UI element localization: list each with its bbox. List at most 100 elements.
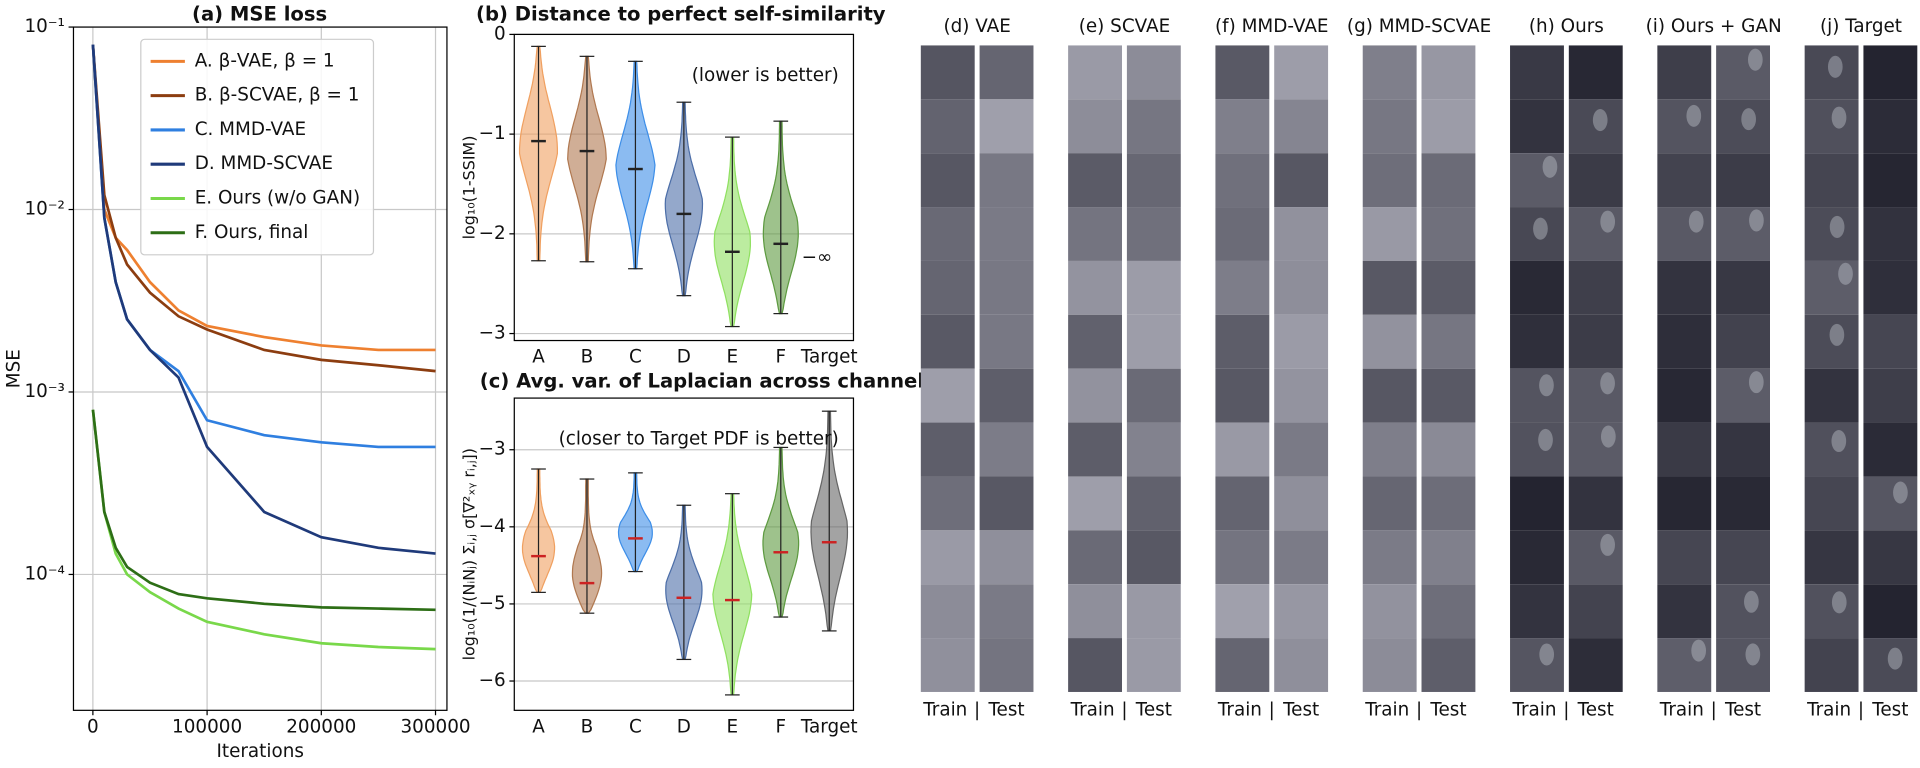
image-tile bbox=[1716, 530, 1770, 585]
image-tile bbox=[1362, 422, 1417, 477]
chart-title: (a) MSE loss bbox=[192, 2, 327, 25]
panel-footer: Train bbox=[1511, 699, 1556, 720]
image-tile bbox=[1362, 314, 1417, 369]
image-tile bbox=[1215, 422, 1270, 477]
panel-footer: Test bbox=[1871, 699, 1908, 720]
image-tile bbox=[1804, 584, 1859, 639]
image-texture bbox=[1741, 108, 1756, 131]
image-tile bbox=[1215, 530, 1270, 585]
image-texture bbox=[1539, 643, 1555, 666]
image-tile bbox=[920, 207, 975, 261]
image-tile bbox=[1863, 314, 1918, 369]
image-tile bbox=[1804, 368, 1859, 423]
image-tile bbox=[1716, 476, 1770, 531]
image-tile bbox=[1215, 207, 1270, 261]
image-tile bbox=[920, 476, 975, 531]
image-tile bbox=[1863, 99, 1918, 154]
image-tile bbox=[1716, 153, 1770, 208]
y-tick-label: 0 bbox=[494, 23, 506, 44]
image-tile bbox=[1657, 45, 1712, 100]
image-texture bbox=[1747, 48, 1763, 71]
x-tick-label: C bbox=[629, 716, 642, 737]
image-tile bbox=[1126, 638, 1181, 692]
image-tile bbox=[920, 314, 975, 369]
image-texture bbox=[1827, 55, 1843, 78]
image-tile bbox=[1657, 476, 1712, 531]
image-tile bbox=[1274, 45, 1329, 100]
image-tile bbox=[979, 584, 1034, 639]
image-tile bbox=[1657, 207, 1712, 261]
x-tick-label: C bbox=[629, 347, 642, 368]
image-tile bbox=[1510, 99, 1564, 154]
image-tile bbox=[1126, 314, 1181, 369]
annotation: (lower is better) bbox=[692, 65, 839, 86]
panel-footer: | bbox=[1563, 699, 1569, 720]
image-tile bbox=[1421, 45, 1476, 100]
image-tile bbox=[920, 45, 975, 100]
image-tile bbox=[920, 422, 975, 477]
image-tile bbox=[1657, 584, 1712, 639]
image-tile bbox=[1274, 207, 1329, 261]
image-tile bbox=[1126, 207, 1181, 261]
panel-footer: Train bbox=[1659, 699, 1704, 720]
image-tile bbox=[1510, 45, 1564, 100]
image-tile bbox=[1568, 45, 1623, 100]
image-tile bbox=[1568, 422, 1623, 477]
image-tile bbox=[1510, 260, 1564, 315]
image-tile bbox=[1716, 368, 1770, 423]
image-texture bbox=[1600, 425, 1616, 448]
image-texture bbox=[1829, 215, 1845, 238]
image-tile bbox=[1863, 422, 1918, 477]
y-tick-label: −6 bbox=[479, 670, 506, 691]
image-texture bbox=[1831, 106, 1847, 129]
image-texture bbox=[1745, 643, 1761, 666]
image-tile bbox=[1215, 476, 1270, 531]
legend-label: F. Ours, final bbox=[195, 222, 309, 243]
image-tile bbox=[1716, 45, 1770, 100]
image-texture bbox=[1749, 209, 1764, 232]
y-tick-label: 10⁻³ bbox=[24, 381, 64, 402]
image-tile bbox=[979, 638, 1034, 692]
x-tick-label: F bbox=[776, 716, 787, 737]
image-tile bbox=[920, 368, 975, 423]
panel-title: (j) Target bbox=[1820, 16, 1902, 37]
image-tile bbox=[1274, 368, 1329, 423]
image-tile bbox=[1804, 153, 1859, 208]
chart-title: (b) Distance to perfect self-similarity bbox=[476, 2, 886, 25]
image-tile bbox=[1804, 638, 1859, 692]
y-tick-label: −2 bbox=[479, 223, 506, 244]
image-tile bbox=[1657, 99, 1712, 154]
image-tile bbox=[1215, 153, 1270, 208]
image-tile bbox=[979, 260, 1034, 315]
image-tile bbox=[1716, 638, 1770, 692]
image-tile bbox=[1362, 584, 1417, 639]
image-tile bbox=[1657, 638, 1712, 692]
data-line bbox=[91, 409, 436, 612]
image-tile bbox=[1362, 207, 1417, 261]
image-texture bbox=[1887, 647, 1903, 670]
image-tile bbox=[1568, 207, 1623, 261]
image-tile bbox=[1126, 422, 1181, 477]
image-tile bbox=[1421, 314, 1476, 369]
x-tick-label: F bbox=[776, 347, 787, 368]
image-texture bbox=[1542, 155, 1558, 178]
image-tile bbox=[1215, 638, 1270, 692]
x-tick-label: Target bbox=[800, 347, 858, 368]
y-tick-label: −3 bbox=[479, 439, 506, 460]
image-texture bbox=[1838, 262, 1853, 285]
image-tile bbox=[1362, 638, 1417, 692]
image-tile bbox=[1421, 207, 1476, 261]
panel-title: (d) VAE bbox=[943, 16, 1010, 37]
annotation: (closer to Target PDF is better) bbox=[559, 429, 839, 450]
image-tile bbox=[1215, 260, 1270, 315]
y-axis-label: MSE bbox=[4, 349, 25, 388]
image-tile bbox=[1421, 368, 1476, 423]
legend-label: A. β-VAE, β = 1 bbox=[195, 50, 335, 71]
image-tile bbox=[1568, 530, 1623, 585]
image-texture bbox=[1691, 639, 1707, 662]
image-tile bbox=[1716, 99, 1770, 154]
image-tile bbox=[1274, 476, 1329, 531]
image-tile bbox=[1068, 422, 1122, 477]
plot-frame bbox=[72, 26, 448, 711]
panel-footer: Test bbox=[1429, 699, 1466, 720]
